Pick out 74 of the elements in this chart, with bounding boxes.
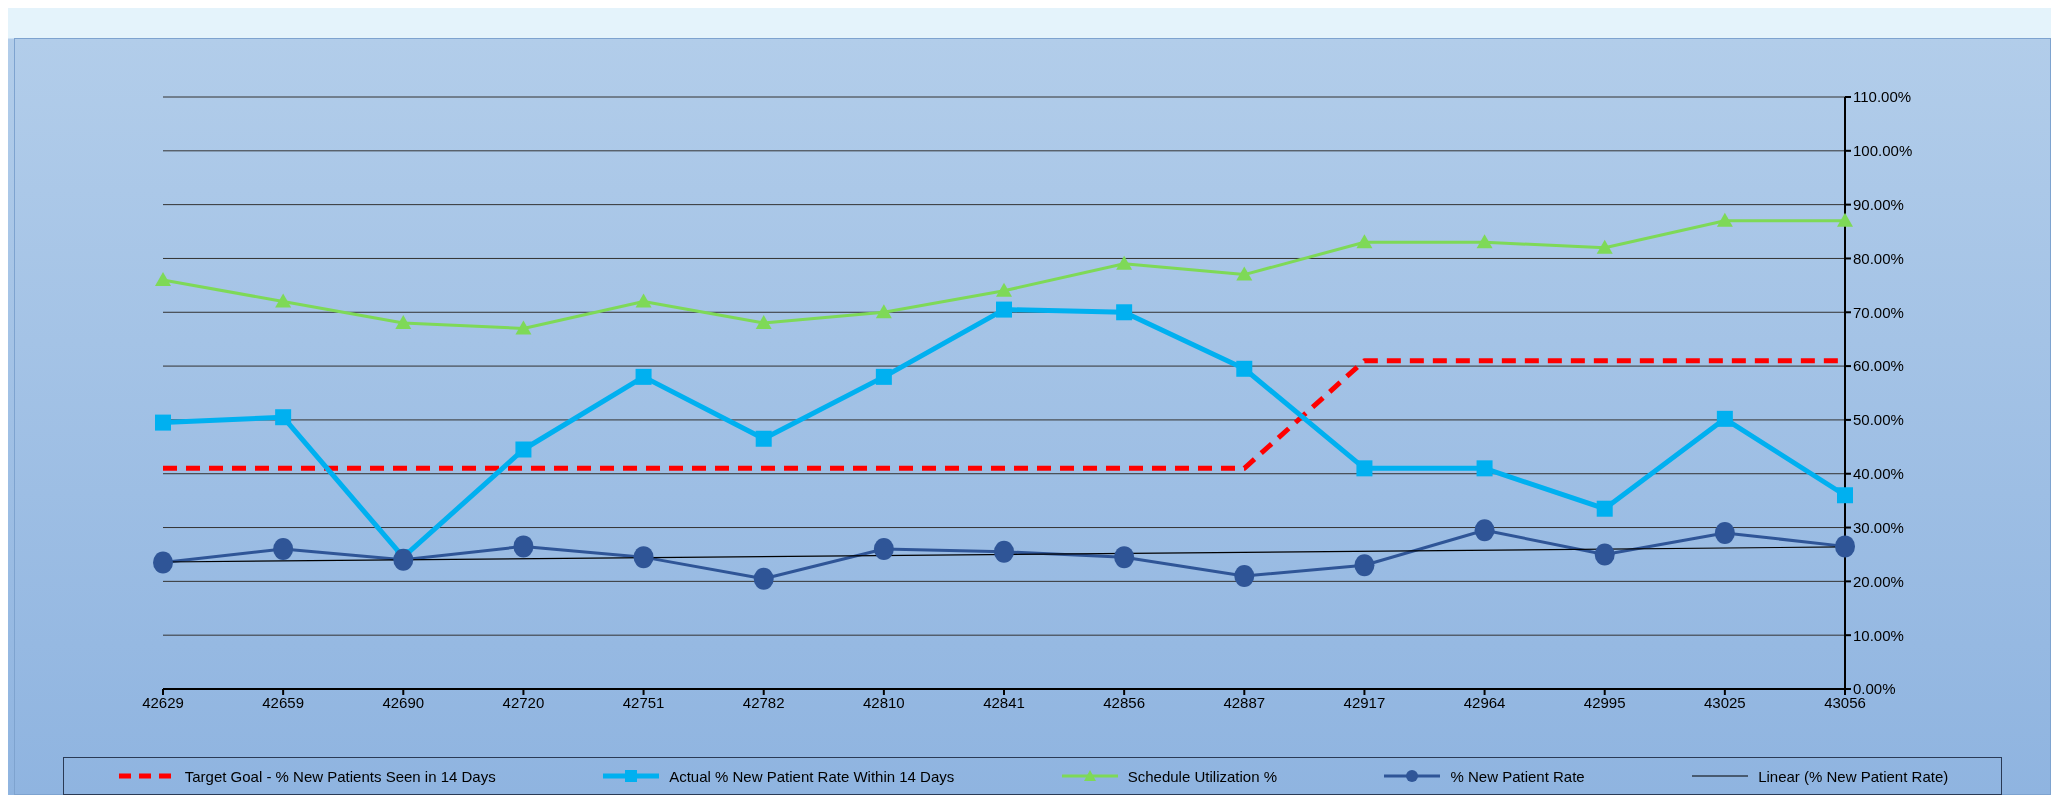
point	[633, 546, 654, 569]
legend-label: Actual % New Patient Rate Within 14 Days	[668, 767, 955, 785]
point	[1714, 521, 1735, 544]
point	[155, 271, 171, 286]
y-tick-label: 70.00%	[1853, 303, 1904, 321]
x-tick-label: 42751	[622, 693, 665, 711]
point	[395, 315, 412, 330]
point	[996, 282, 1012, 297]
point	[1354, 554, 1375, 577]
point	[275, 293, 292, 308]
point	[1234, 564, 1255, 587]
x-tick-label: 42995	[1583, 693, 1626, 711]
legend-label: Schedule Utilization %	[1126, 767, 1277, 785]
point	[753, 567, 774, 590]
point	[1356, 234, 1373, 249]
y-tick-label: 40.00%	[1853, 465, 1904, 483]
point	[155, 414, 171, 431]
point	[273, 538, 294, 561]
point	[755, 315, 772, 330]
point	[275, 409, 292, 426]
x-tick-label: 43025	[1704, 693, 1746, 711]
y-tick-label: 30.00%	[1853, 518, 1904, 536]
point	[1476, 234, 1493, 249]
point	[1116, 304, 1133, 321]
point	[994, 540, 1014, 563]
point	[515, 441, 532, 458]
y-tick-label: 80.00%	[1853, 249, 1904, 267]
y-tick-label: 90.00%	[1853, 195, 1904, 213]
point	[1596, 239, 1613, 254]
x-tick-label: 42887	[1223, 693, 1266, 711]
x-tick-label: 42810	[863, 693, 905, 711]
point	[1114, 546, 1135, 569]
point	[1716, 212, 1733, 227]
point	[1835, 535, 1855, 558]
point	[513, 535, 534, 558]
legend-label: Target Goal - % New Patients Seen in 14 Days	[183, 767, 496, 785]
point	[875, 368, 892, 385]
point	[875, 304, 892, 319]
point	[1236, 266, 1253, 281]
point	[873, 538, 894, 561]
y-tick-label: 100.00%	[1853, 142, 1913, 160]
point	[153, 551, 173, 574]
point	[1716, 410, 1733, 427]
point	[1837, 487, 1853, 504]
point	[635, 293, 652, 308]
y-tick-label: 50.00%	[1853, 411, 1904, 429]
point	[1594, 543, 1615, 566]
point	[515, 320, 532, 335]
y-tick-label: 110.00%	[1853, 88, 1912, 106]
y-tick-label: 60.00%	[1853, 357, 1904, 375]
point	[635, 368, 652, 385]
y-tick-label: 20.00%	[1853, 572, 1904, 590]
x-tick-label: 42917	[1343, 693, 1386, 711]
point	[1474, 519, 1495, 542]
x-tick-label: 42964	[1463, 693, 1506, 711]
legend-label: Linear (% New Patient Rate)	[1757, 767, 1949, 785]
point	[1596, 500, 1613, 517]
y-tick-label: 10.00%	[1853, 626, 1904, 644]
x-tick-label: 42782	[742, 693, 785, 711]
legend-label: % New Patient Rate	[1449, 767, 1585, 785]
point	[996, 301, 1012, 318]
point	[1837, 212, 1853, 227]
x-tick-label: 42841	[983, 693, 1025, 711]
point	[1476, 460, 1493, 477]
point	[1356, 460, 1373, 477]
x-tick-label: 42690	[382, 693, 425, 711]
x-tick-label: 42659	[262, 693, 304, 711]
point	[393, 548, 414, 571]
point	[1236, 360, 1253, 377]
point	[1116, 255, 1133, 270]
x-tick-label: 42856	[1103, 693, 1145, 711]
point	[755, 430, 772, 447]
x-tick-label: 42629	[142, 693, 184, 711]
x-tick-label: 42720	[502, 693, 545, 711]
